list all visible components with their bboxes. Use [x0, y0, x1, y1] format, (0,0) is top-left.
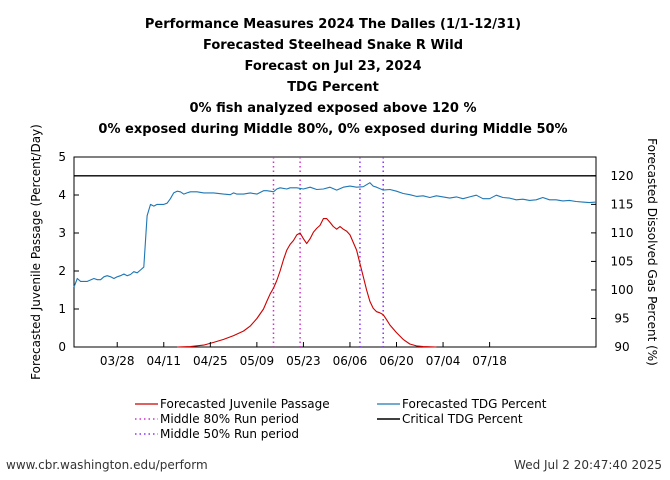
axis-ticks: 0 1 2 3 4 5 90 95 100 105 110 115 120 03/28 04/11 04/25… — [58, 150, 633, 368]
y-left-tick-label: 2 — [58, 264, 66, 278]
y-left-tick-label: 1 — [58, 302, 66, 316]
y-axis-right-title: Forecasted Dissolved Gas Percent (%) — [645, 138, 659, 366]
y-right-tick-label: 100 — [611, 283, 634, 297]
plot-frame — [73, 156, 597, 348]
legend-label-tdg: Forecasted TDG Percent — [402, 397, 547, 411]
x-tick-label: 03/28 — [100, 354, 135, 368]
y-right-tick-label: 120 — [611, 169, 634, 183]
x-tick-label: 06/06 — [333, 354, 368, 368]
y-left-tick-label: 5 — [58, 150, 66, 164]
x-tick-label: 06/20 — [379, 354, 414, 368]
x-tick-label: 07/18 — [472, 354, 507, 368]
chart-subtitle-forecast-date: Forecast on Jul 23, 2024 — [245, 59, 422, 74]
chart-subtitle-middle-exposure: 0% exposed during Middle 80%, 0% exposed… — [98, 122, 567, 137]
legend-label-passage: Forecasted Juvenile Passage — [160, 397, 330, 411]
tdg-series-line — [73, 182, 597, 288]
chart-subtitle-species: Forecasted Steelhead Snake R Wild — [203, 38, 463, 53]
legend-label-middle80: Middle 80% Run period — [160, 412, 299, 426]
footer-timestamp: Wed Jul 2 20:47:40 2025 — [514, 458, 662, 472]
chart-subtitle-measure: TDG Percent — [287, 80, 379, 95]
series-lines — [73, 175, 597, 348]
x-tick-label: 04/11 — [146, 354, 181, 368]
legend-label-middle50: Middle 50% Run period — [160, 427, 299, 441]
y-left-tick-label: 4 — [58, 188, 66, 202]
y-left-tick-label: 3 — [58, 226, 66, 240]
y-axis-left-title: Forecasted Juvenile Passage (Percent/Day… — [29, 124, 43, 380]
y-right-tick-label: 90 — [614, 340, 629, 354]
legend: Forecasted Juvenile Passage Middle 80% R… — [135, 397, 547, 441]
passage-series-line — [177, 218, 437, 348]
x-tick-label: 04/25 — [193, 354, 228, 368]
chart-title: Performance Measures 2024 The Dalles (1/… — [145, 17, 521, 32]
x-tick-label: 05/09 — [240, 354, 275, 368]
footer-url: www.cbr.washington.edu/perform — [6, 458, 208, 472]
y-right-tick-label: 105 — [611, 254, 634, 268]
chart-subtitle-exposure: 0% fish analyzed exposed above 120 % — [189, 101, 476, 116]
y-right-tick-label: 115 — [611, 197, 634, 211]
y-right-tick-label: 95 — [614, 311, 629, 325]
x-tick-label: 05/23 — [286, 354, 321, 368]
run-period-lines — [272, 157, 384, 347]
y-left-tick-label: 0 — [58, 340, 66, 354]
y-right-tick-label: 110 — [611, 226, 634, 240]
legend-label-critical: Critical TDG Percent — [402, 412, 523, 426]
x-tick-label: 07/04 — [426, 354, 461, 368]
